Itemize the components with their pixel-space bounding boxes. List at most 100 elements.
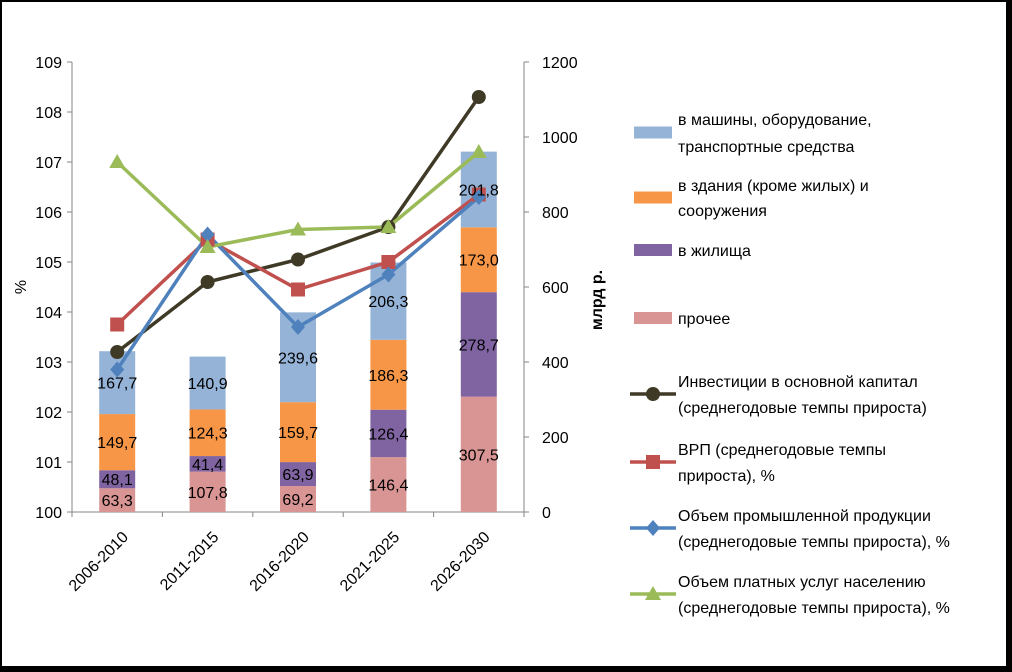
bar-segment	[280, 486, 316, 512]
bar-data-label: 149,7	[97, 435, 137, 452]
marker-diamond	[381, 266, 396, 283]
left-tick-label: 100	[35, 505, 62, 522]
legend-label: (среднегодовые темпы прироста), %	[678, 534, 950, 551]
legend-swatch	[634, 312, 672, 324]
right-tick-label: 400	[542, 355, 569, 372]
bar-segment	[370, 339, 407, 410]
bar-data-label: 146,4	[368, 478, 408, 495]
marker-circle	[646, 387, 660, 401]
marker-triangle	[380, 219, 397, 233]
marker-circle	[200, 275, 215, 289]
right-tick-label: 1200	[542, 55, 578, 72]
marker-diamond	[200, 226, 215, 243]
legend-label: ВРП (среднегодовые темпы	[678, 442, 886, 459]
bar-data-label: 124,3	[188, 426, 228, 443]
legend-label: Объем платных услуг населению	[678, 574, 926, 591]
bar-stack-group	[99, 151, 497, 512]
marker-circle	[110, 345, 125, 359]
bar-data-label: 69,2	[282, 492, 313, 509]
marker-square	[110, 317, 125, 332]
bar-data-label: 63,3	[102, 493, 133, 510]
bar-data-label: 278,7	[459, 337, 499, 354]
marker-triangle	[470, 144, 487, 158]
data-label-group: 63,3 107,8 69,2 146,4 307,5 48,1 41,4 63,9 126,4…	[97, 182, 499, 510]
bar-segment	[280, 462, 316, 487]
bar-data-label: 239,6	[278, 350, 318, 367]
left-tick-label: 105	[35, 255, 62, 272]
marker-square	[646, 455, 660, 469]
bar-segment	[189, 409, 226, 457]
left-tick-label: 101	[35, 455, 62, 472]
marker-triangle	[109, 154, 126, 168]
x-tick-label: 2006-2010	[66, 529, 132, 595]
marker-diamond	[291, 319, 305, 335]
bar-data-label: 126,4	[368, 426, 408, 443]
legend-label: сооружения	[678, 203, 767, 220]
x-tick-label: 2011-2015	[157, 529, 222, 594]
legend-label: в машины, оборудование,	[678, 112, 872, 129]
right-tick-label: 200	[542, 430, 569, 447]
left-tick-label: 106	[35, 205, 62, 222]
bar-data-label: 307,5	[459, 447, 499, 464]
bar-data-label: 159,7	[278, 425, 318, 442]
bar-segment	[189, 356, 226, 410]
legend-swatch	[634, 191, 672, 204]
marker-diamond	[471, 189, 486, 205]
marker-diamond	[110, 361, 125, 378]
right-tick-label: 1000	[542, 130, 578, 147]
bar-segment	[460, 227, 497, 293]
right-tick-label: 0	[542, 505, 551, 522]
bar-data-label: 206,3	[368, 294, 408, 311]
legend-label: прироста), %	[678, 468, 775, 485]
legend-label: прочее	[678, 311, 730, 328]
bar-data-label: 107,8	[188, 485, 228, 502]
marker-square	[291, 282, 305, 297]
bar-data-label: 140,9	[188, 376, 228, 393]
legend-label: Объем промышленной продукции	[678, 508, 931, 525]
marker-circle	[471, 90, 486, 104]
marker-triangle	[199, 239, 216, 253]
legend-label: транспортные средства	[678, 139, 855, 156]
line-series-group	[109, 90, 487, 378]
x-tick-label: 2016-2020	[247, 529, 313, 595]
bar-data-label: 201,8	[459, 182, 499, 199]
marker-square	[381, 255, 396, 269]
x-tick-label: 2026-2030	[428, 529, 494, 595]
legend-label: в здания (кроме жилых) и	[678, 178, 869, 195]
legend-swatch	[634, 126, 672, 139]
bar-data-label: 63,9	[282, 467, 313, 484]
right-axis-title: млрд р.	[589, 270, 606, 330]
legend-label: (среднегодовые темпы прироста), %	[678, 600, 950, 617]
left-tick-label: 104	[35, 305, 62, 322]
bar-segment	[280, 402, 316, 463]
left-tick-label: 109	[35, 55, 62, 72]
marker-triangle	[290, 221, 306, 236]
bar-data-label: 186,3	[368, 368, 408, 385]
bar-data-label: 41,4	[192, 457, 223, 474]
right-tick-label: 800	[542, 205, 569, 222]
legend-label: (среднегодовые темпы прироста)	[678, 400, 927, 417]
x-tick-label: 2021-2025	[337, 529, 403, 595]
legend-label: Инвестиции в основной капитал	[678, 374, 918, 391]
bar-segment	[189, 471, 226, 512]
bar-segment	[460, 292, 497, 397]
bar-data-label: 48,1	[102, 472, 133, 489]
bar-data-label: 167,7	[97, 376, 137, 393]
bar-data-label: 173,0	[459, 253, 499, 270]
bar-segment	[99, 414, 136, 471]
marker-circle	[291, 252, 305, 267]
legend-swatch	[634, 244, 672, 256]
bar-segment	[189, 456, 226, 472]
left-tick-label: 103	[35, 355, 62, 372]
legend-label: в жилища	[678, 243, 751, 260]
right-tick-label: 600	[542, 280, 569, 297]
left-tick-label: 108	[35, 105, 62, 122]
bar-segment	[370, 457, 407, 512]
marker-diamond	[646, 520, 660, 536]
marker-triangle	[645, 586, 661, 600]
bar-segment	[460, 396, 497, 512]
bar-segment	[370, 409, 407, 458]
left-axis-title: %	[13, 280, 30, 294]
